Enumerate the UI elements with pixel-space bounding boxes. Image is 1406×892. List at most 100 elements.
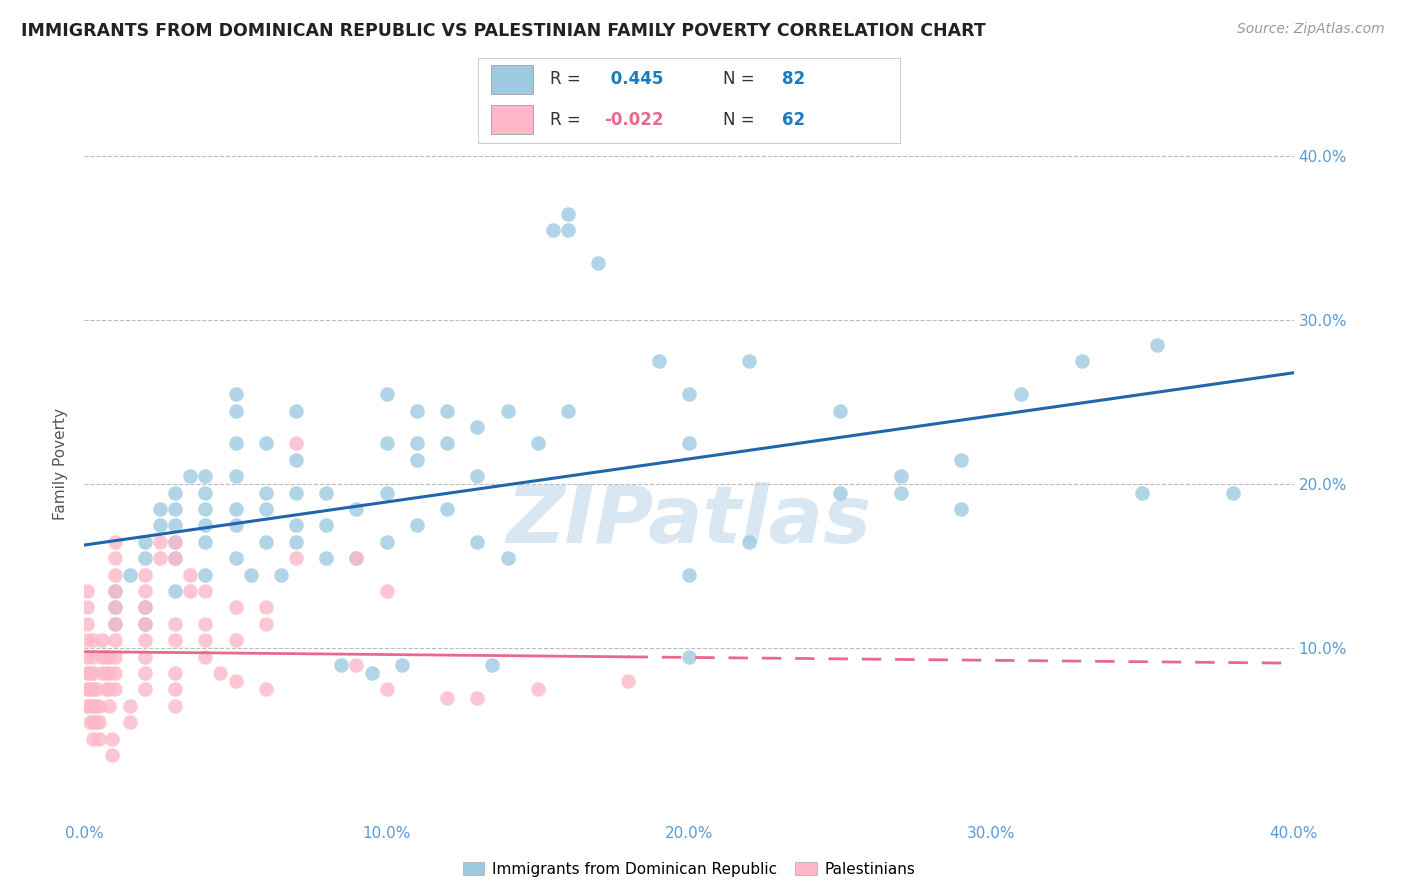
Point [481, 657, 503, 672]
Point [360, 665, 382, 680]
Point [346, 502, 368, 516]
Point [225, 469, 247, 483]
Point [82, 633, 104, 648]
Point [375, 534, 398, 549]
FancyBboxPatch shape [491, 105, 533, 134]
Point [82, 649, 104, 664]
Point [76, 633, 98, 648]
Point [104, 551, 127, 566]
Point [406, 436, 429, 450]
Point [194, 485, 217, 500]
Point [194, 649, 217, 664]
Point [134, 600, 156, 615]
Point [209, 665, 232, 680]
Point [285, 485, 308, 500]
Point [100, 731, 122, 746]
Point [134, 600, 156, 615]
Point [104, 616, 127, 631]
Point [194, 469, 217, 483]
Point [104, 567, 127, 582]
Point [1071, 354, 1094, 368]
Point [1130, 485, 1153, 500]
Point [830, 403, 852, 417]
Point [79, 715, 101, 730]
Text: R =: R = [550, 70, 586, 88]
Point [134, 567, 156, 582]
Point [239, 567, 262, 582]
Point [285, 518, 308, 533]
Point [1011, 387, 1033, 401]
Point [104, 600, 127, 615]
Point [104, 534, 127, 549]
Point [82, 715, 104, 730]
Point [330, 657, 353, 672]
Point [91, 665, 114, 680]
Point [86, 682, 108, 697]
Point [375, 436, 398, 450]
Point [527, 436, 550, 450]
Point [118, 715, 141, 730]
Point [134, 616, 156, 631]
Point [165, 518, 187, 533]
Point [406, 403, 429, 417]
Point [254, 534, 277, 549]
Point [82, 731, 104, 746]
Point [94, 682, 117, 697]
Legend: Immigrants from Dominican Republic, Palestinians: Immigrants from Dominican Republic, Pale… [456, 854, 922, 884]
Point [254, 682, 277, 697]
Point [496, 551, 519, 566]
Point [165, 633, 187, 648]
Point [165, 698, 187, 713]
Point [94, 649, 117, 664]
Point [165, 665, 187, 680]
Point [467, 690, 489, 705]
Point [134, 584, 156, 599]
Text: N =: N = [723, 70, 759, 88]
Text: 82: 82 [782, 70, 804, 88]
Point [194, 518, 217, 533]
Point [165, 551, 187, 566]
Point [588, 256, 610, 270]
Point [194, 584, 217, 599]
Point [678, 567, 700, 582]
Point [82, 682, 104, 697]
Text: IMMIGRANTS FROM DOMINICAN REPUBLIC VS PALESTINIAN FAMILY POVERTY CORRELATION CHA: IMMIGRANTS FROM DOMINICAN REPUBLIC VS PA… [21, 22, 986, 40]
Point [149, 551, 172, 566]
Point [94, 665, 117, 680]
Point [165, 502, 187, 516]
Point [406, 518, 429, 533]
Point [225, 502, 247, 516]
Point [557, 207, 579, 221]
Text: Source: ZipAtlas.com: Source: ZipAtlas.com [1237, 22, 1385, 37]
Point [225, 403, 247, 417]
Point [89, 698, 111, 713]
Point [179, 584, 201, 599]
Point [254, 616, 277, 631]
Point [254, 485, 277, 500]
Point [375, 682, 398, 697]
Point [346, 657, 368, 672]
Text: -0.022: -0.022 [605, 111, 664, 128]
Point [436, 403, 458, 417]
Point [134, 633, 156, 648]
Point [194, 616, 217, 631]
Point [557, 403, 579, 417]
Point [527, 682, 550, 697]
Text: ZIPatlas: ZIPatlas [506, 482, 872, 560]
Point [738, 534, 761, 549]
Point [100, 747, 122, 762]
Point [79, 665, 101, 680]
Point [149, 518, 172, 533]
Point [648, 354, 671, 368]
Point [82, 698, 104, 713]
Point [375, 485, 398, 500]
Point [76, 682, 98, 697]
Point [254, 436, 277, 450]
Point [89, 715, 111, 730]
Point [104, 665, 127, 680]
Point [79, 698, 101, 713]
Point [86, 715, 108, 730]
Point [76, 600, 98, 615]
Point [97, 682, 120, 697]
Point [225, 674, 247, 689]
